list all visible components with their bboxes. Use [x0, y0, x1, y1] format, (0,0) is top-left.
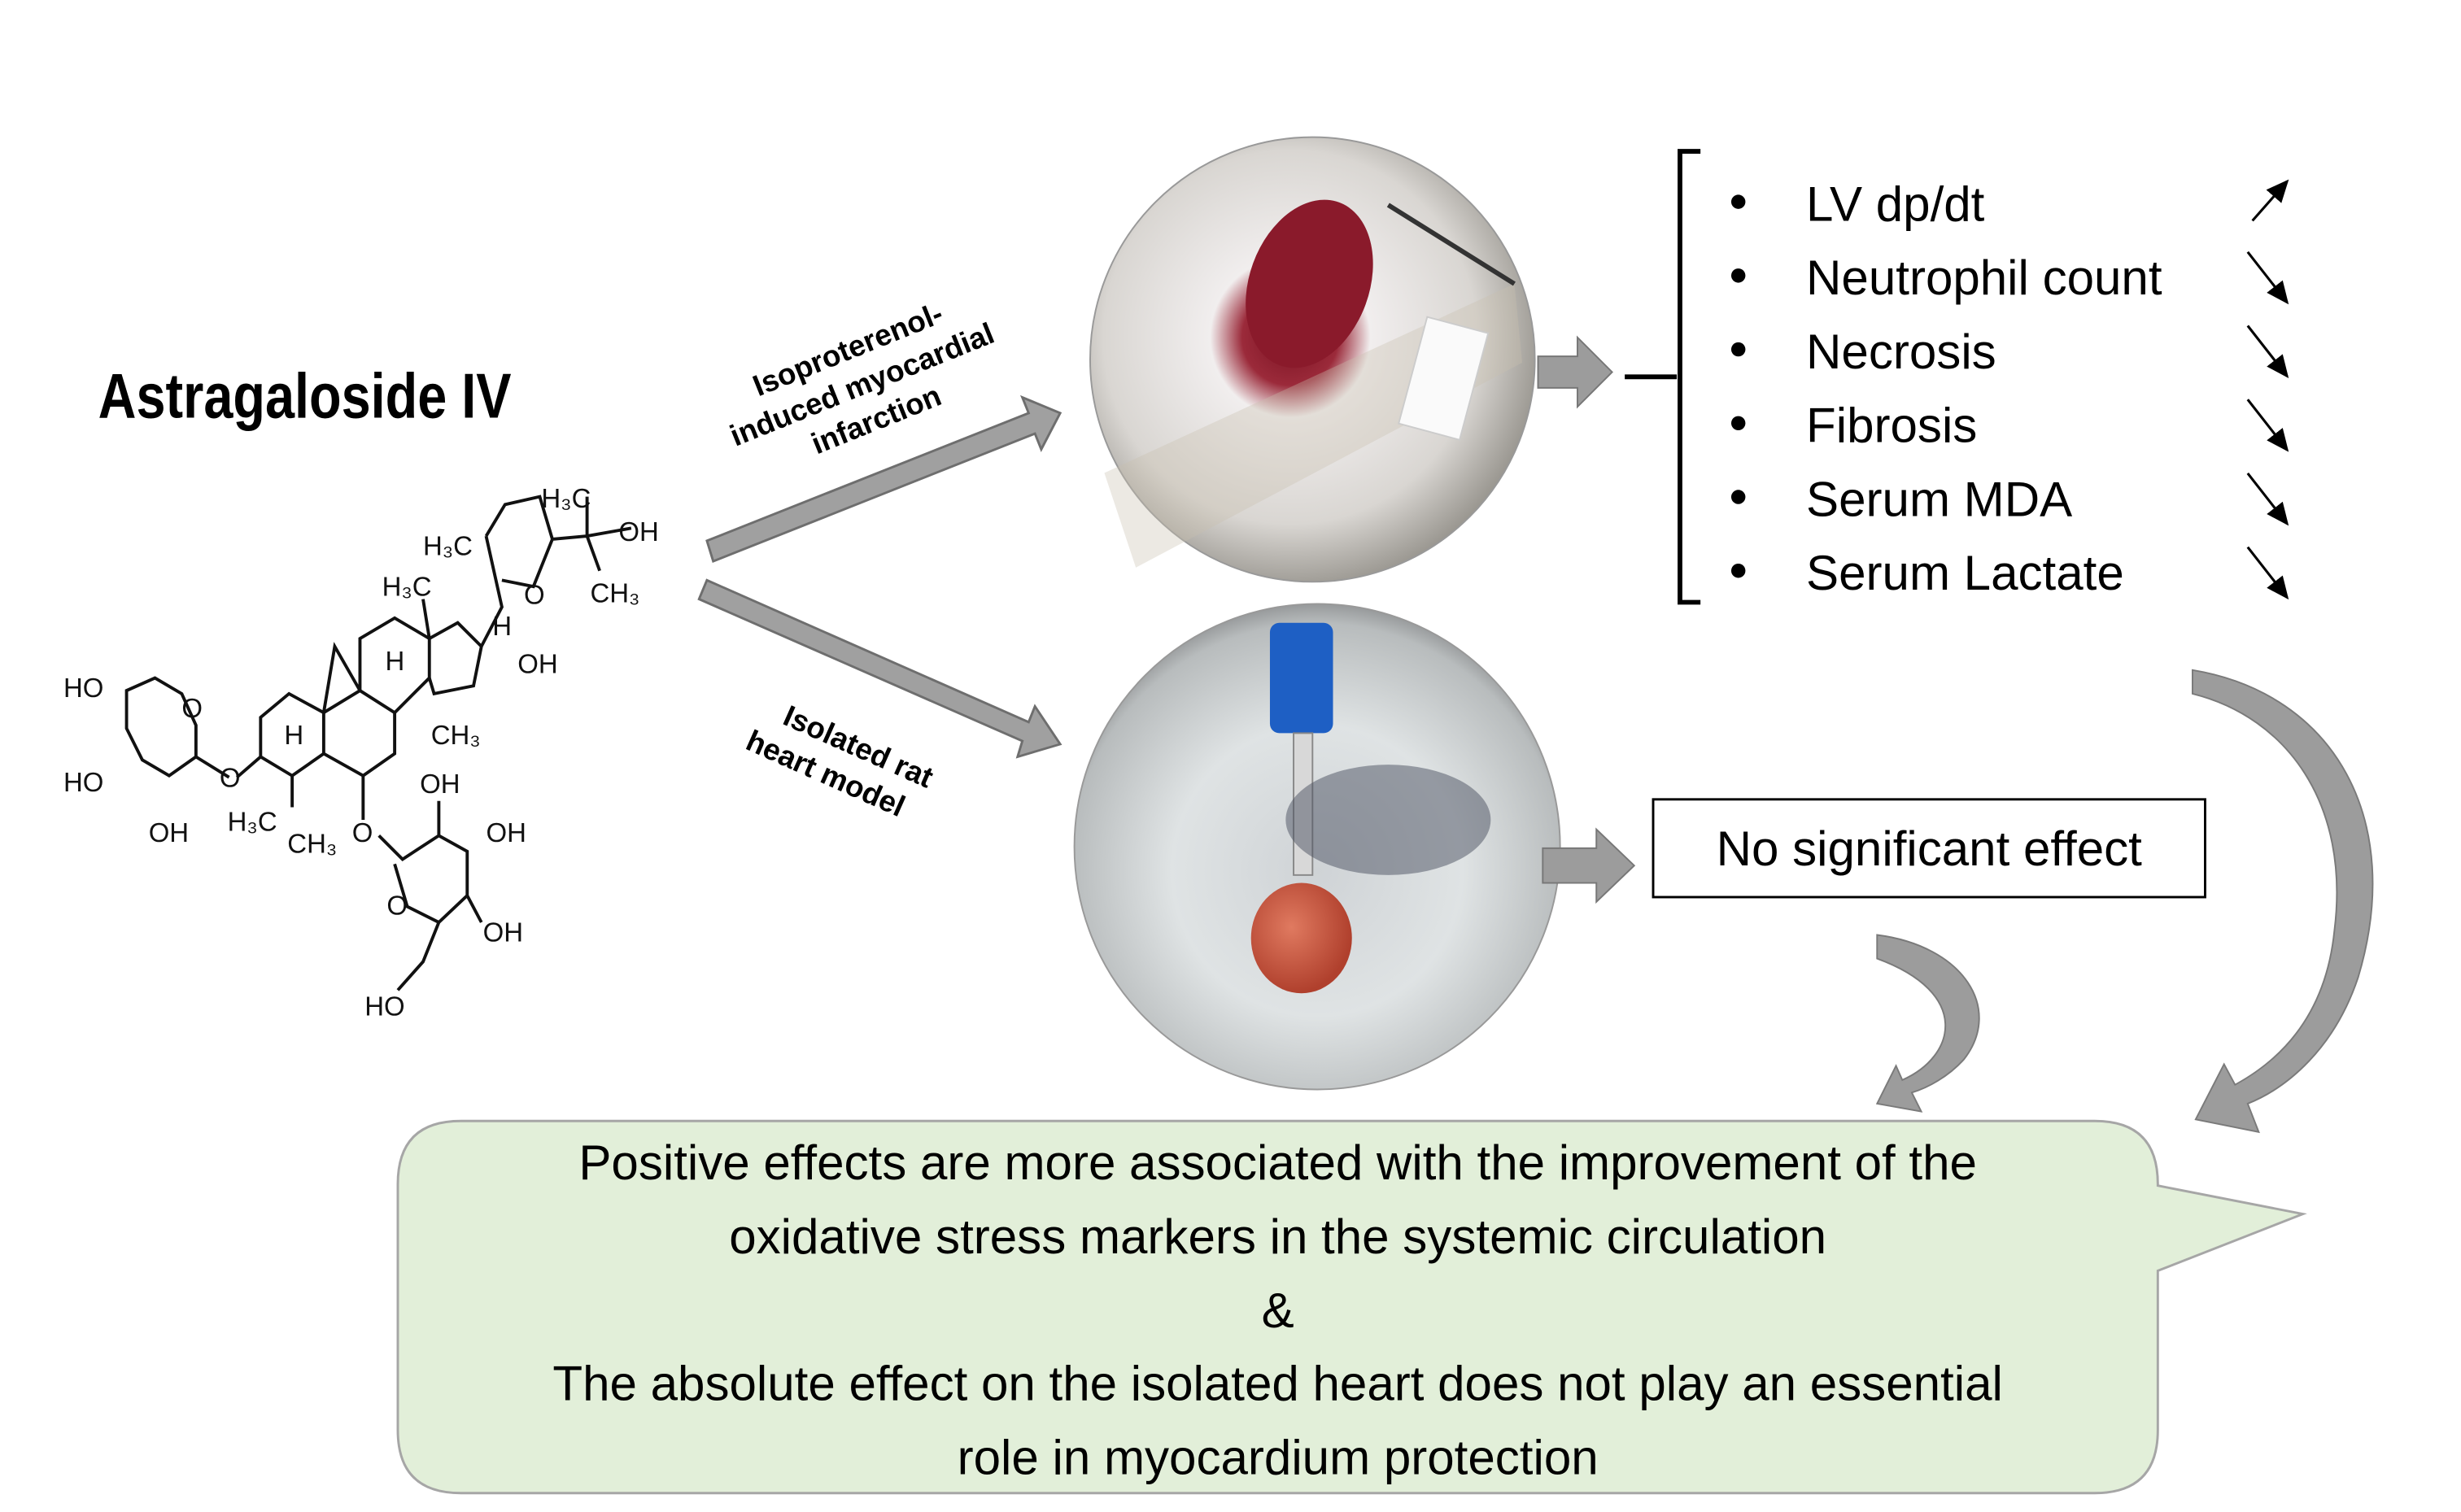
svg-text:H₃C: H₃C [423, 530, 473, 560]
svg-text:OH: OH [149, 817, 189, 848]
svg-text:OH: OH [517, 649, 557, 679]
svg-text:The absolute effect on the iso: The absolute effect on the isolated hear… [552, 1356, 2002, 1410]
result-arrow-isolated [1542, 827, 1636, 904]
svg-text:H₃C: H₃C [228, 807, 277, 837]
route-arrow-infarction [705, 394, 1063, 564]
rat-surgery-photo [1089, 136, 1536, 583]
svg-text:OH: OH [487, 817, 526, 848]
bullet [1730, 342, 1746, 357]
no-effect-box: No significant effect [1652, 798, 2206, 899]
svg-text:HO: HO [63, 673, 103, 703]
outcome-label: Necrosis [1806, 325, 1996, 379]
outcome-label: Neutrophil count [1806, 251, 2162, 305]
chemical-structure: HO O HO OH O H₃C CH₃ H O OH OH O OH HO H… [63, 483, 659, 1021]
bullet [1730, 268, 1746, 283]
svg-text:No significant effect: No significant effect [1717, 821, 2142, 876]
svg-text:O: O [220, 762, 241, 792]
svg-text:&: & [1262, 1283, 1294, 1338]
bracket [1625, 149, 1701, 605]
outcome-item: LV dp/dt [1730, 176, 2289, 231]
compound-title: Astragaloside IV [98, 362, 512, 432]
svg-text:OH: OH [483, 917, 523, 947]
outcome-item: Serum MDA [1730, 472, 2289, 526]
curved-arrow-large [2192, 669, 2374, 1134]
conclusion-bubble: Positive effects are more associated wit… [396, 1119, 2307, 1495]
route-label-isolated-heart: Isolated rat heart model [741, 699, 938, 823]
outcome-label: Serum MDA [1806, 472, 2072, 526]
result-arrow-infarction [1537, 335, 1613, 409]
curved-arrow-small [1875, 934, 1980, 1113]
svg-text:CH₃: CH₃ [287, 829, 337, 859]
svg-text:O: O [386, 890, 408, 920]
svg-text:Positive effects are more asso: Positive effects are more associated wit… [578, 1135, 1977, 1190]
svg-text:H₃C: H₃C [382, 572, 432, 602]
svg-text:H: H [284, 720, 303, 750]
decrease-arrow-icon [2246, 399, 2289, 452]
bullet [1730, 490, 1746, 504]
svg-text:HO: HO [63, 767, 103, 797]
svg-text:O: O [352, 817, 373, 848]
isolated-heart-photo [1073, 603, 1561, 1091]
svg-text:H: H [492, 611, 512, 641]
svg-text:CH₃: CH₃ [590, 577, 639, 608]
svg-text:HO: HO [364, 991, 404, 1021]
svg-text:OH: OH [618, 516, 658, 547]
outcome-item: Serum Lactate [1730, 546, 2289, 600]
svg-text:O: O [181, 693, 203, 723]
decrease-arrow-icon [2246, 472, 2289, 526]
svg-text:CH₃: CH₃ [431, 720, 481, 750]
outcomes-list: LV dp/dt Neutrophil count Necrosis Fibrosis… [1730, 176, 2289, 600]
svg-text:OH: OH [420, 769, 460, 799]
outcome-label: Serum Lactate [1806, 546, 2124, 600]
outcome-item: Necrosis [1730, 325, 2289, 379]
outcome-label: Fibrosis [1806, 399, 1977, 453]
route-arrow-isolated-heart [697, 578, 1063, 759]
increase-arrow-icon [2251, 179, 2289, 222]
decrease-arrow-icon [2246, 546, 2289, 600]
outcome-item: Neutrophil count [1730, 251, 2289, 305]
decrease-arrow-icon [2246, 251, 2289, 305]
outcome-label: LV dp/dt [1806, 176, 1985, 231]
svg-text:H₃C: H₃C [541, 483, 591, 513]
svg-text:H: H [385, 646, 404, 676]
outcome-item: Fibrosis [1730, 399, 2289, 453]
svg-text:oxidative stress markers in th: oxidative stress markers in the systemic… [729, 1209, 1826, 1264]
bullet [1730, 564, 1746, 578]
svg-text:O: O [524, 579, 545, 609]
bullet [1730, 194, 1746, 209]
bullet [1730, 416, 1746, 431]
decrease-arrow-icon [2246, 325, 2289, 378]
svg-text:role in myocardium protection: role in myocardium protection [958, 1430, 1599, 1484]
